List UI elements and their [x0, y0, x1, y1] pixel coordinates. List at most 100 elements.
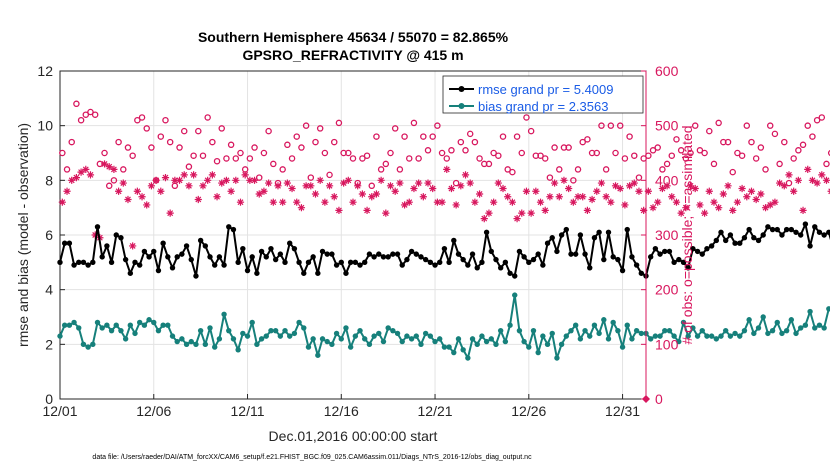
rmse-point: [371, 254, 377, 260]
rmse-point: [136, 262, 143, 268]
bias-point: [802, 322, 809, 328]
possible-obs-point: [663, 160, 671, 168]
rmse-point: [596, 229, 602, 235]
rmse-point: [104, 243, 110, 249]
assimilated-obs-point: [316, 176, 324, 184]
possible-obs-point: [602, 166, 610, 173]
bias-point: [146, 317, 152, 323]
rmse-point: [221, 262, 227, 268]
bias-point: [197, 327, 204, 334]
assimilated-obs-point: [715, 204, 723, 212]
rmse-point: [249, 254, 255, 260]
possible-obs-point: [415, 155, 422, 162]
bias-point: [282, 327, 288, 334]
bias-point: [254, 341, 260, 348]
assimilated-obs-point: [504, 193, 512, 201]
y-axis-label-left: rmse and bias (model - observation): [15, 123, 31, 347]
rmse-point: [352, 259, 359, 266]
bias-point: [437, 336, 443, 342]
rmse-point: [310, 254, 316, 260]
possible-obs-point: [645, 152, 652, 159]
possible-obs-point: [68, 138, 75, 146]
possible-obs-point: [359, 155, 366, 162]
bias-point: [141, 322, 148, 328]
possible-obs-point: [799, 141, 807, 149]
rmse-point: [366, 251, 373, 257]
rmse-point: [240, 245, 246, 252]
bias-point: [512, 292, 518, 298]
rmse-point: [230, 226, 237, 233]
possible-obs-point: [251, 144, 258, 151]
bias-point: [732, 330, 738, 337]
possible-obs-point: [827, 149, 830, 157]
possible-obs-point: [668, 152, 676, 159]
assimilated-obs-point: [668, 193, 676, 201]
y-tick-label-right: 600: [655, 63, 679, 79]
assimilated-obs-point: [611, 182, 620, 190]
bias-point: [441, 344, 448, 350]
bias-point: [422, 330, 429, 337]
bias-point: [66, 322, 73, 328]
bias-point: [483, 338, 490, 345]
assimilated-obs-point: [269, 198, 277, 206]
rmse-point: [193, 273, 199, 279]
possible-obs-point: [396, 166, 404, 173]
y-tick-label-right: 500: [655, 118, 679, 134]
assimilated-obs-point: [171, 176, 179, 184]
possible-obs-point: [513, 133, 521, 140]
bias-point: [94, 319, 101, 326]
possible-obs-point: [77, 116, 85, 124]
possible-obs-point: [246, 155, 254, 162]
rmse-point: [502, 259, 509, 266]
bias-point: [132, 330, 138, 337]
possible-obs-point: [288, 155, 296, 162]
chart-title-line-1: Southern Hemisphere 45634 / 55070 = 82.8…: [198, 29, 509, 45]
possible-obs-point: [363, 152, 371, 159]
possible-obs-point: [649, 147, 657, 154]
rmse-point: [746, 226, 752, 233]
possible-obs-point: [490, 149, 497, 157]
assimilated-obs-point: [297, 204, 306, 212]
assimilated-obs-point: [419, 193, 427, 201]
rmse-point: [151, 248, 157, 255]
bias-point: [821, 325, 827, 331]
assimilated-obs-point: [630, 179, 638, 187]
rmse-point: [779, 232, 785, 238]
bias-point: [741, 327, 748, 334]
bias-point: [615, 327, 621, 334]
possible-obs-point: [120, 166, 127, 173]
rmse-point: [652, 245, 659, 252]
rmse-point: [160, 240, 166, 246]
bias-point: [193, 341, 199, 348]
possible-obs-point: [809, 133, 816, 140]
rmse-point: [272, 256, 279, 263]
bias-point: [216, 336, 223, 342]
bias-point: [76, 325, 82, 331]
assimilated-obs-point: [204, 176, 212, 184]
possible-obs-point: [129, 152, 136, 159]
bias-point: [188, 338, 194, 345]
rmse-point: [793, 229, 799, 235]
assimilated-obs-point: [621, 201, 629, 209]
assimilated-obs-point: [518, 209, 526, 217]
assimilated-obs-point: [677, 209, 685, 217]
bias-point: [779, 330, 785, 337]
rmse-point: [451, 237, 457, 244]
possible-obs-point: [180, 127, 188, 135]
bias-point: [798, 325, 804, 331]
possible-obs-point: [213, 157, 221, 165]
rmse-point: [713, 237, 720, 244]
assimilated-obs-point: [701, 209, 709, 217]
y-tick-label-left: 2: [45, 336, 53, 352]
bias-point: [333, 330, 340, 337]
rmse-point: [807, 243, 813, 249]
bias-point: [71, 319, 77, 326]
rmse-point: [113, 232, 119, 238]
assimilated-obs-point: [560, 176, 568, 184]
bias-point: [240, 330, 246, 337]
rmse-point: [493, 256, 499, 263]
assimilated-obs-point: [386, 182, 395, 190]
assimilated-obs-point: [274, 182, 282, 190]
rmse-point: [80, 259, 87, 266]
y-tick-label-left: 10: [37, 118, 53, 134]
